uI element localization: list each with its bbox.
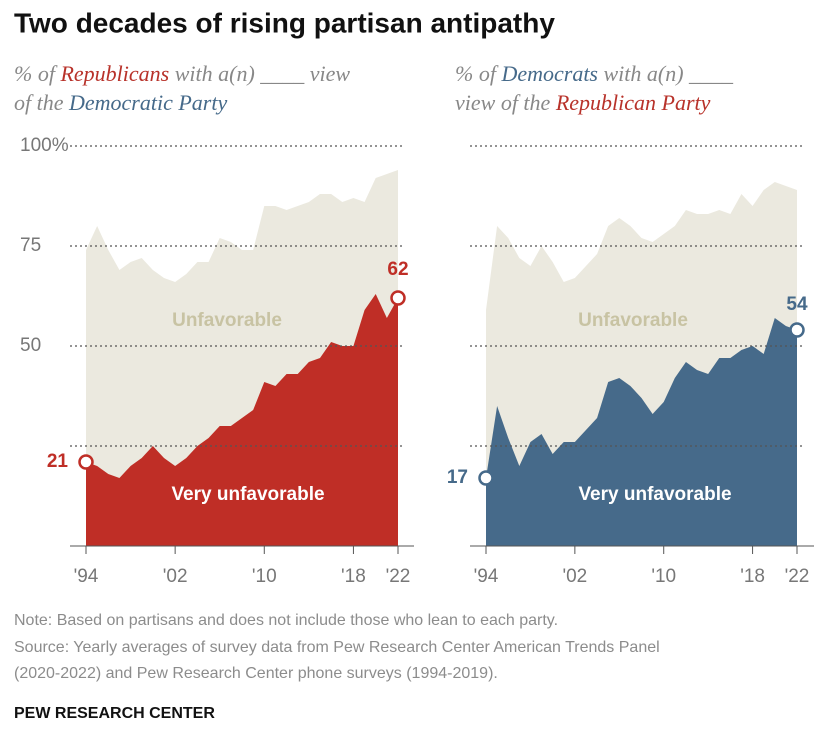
subtitle: view of the Republican Party xyxy=(455,90,711,115)
subtitle-part: with a(n) ____ view xyxy=(169,61,350,86)
series-label: Unfavorable xyxy=(172,310,282,331)
y-tick-label: 75 xyxy=(20,235,41,256)
source: Source: Yearly averages of survey data f… xyxy=(14,639,660,656)
subtitle-part: of the xyxy=(14,90,69,115)
series-label: Very unfavorable xyxy=(578,484,731,505)
subtitle-part: % of xyxy=(14,61,60,86)
x-tick-label: '94 xyxy=(74,566,99,587)
end-marker xyxy=(478,470,494,486)
subtitle-part: Republicans xyxy=(59,61,169,86)
subtitle-part: % of xyxy=(455,61,501,86)
subtitle-part: view of the xyxy=(455,90,556,115)
x-tick-label: '02 xyxy=(562,566,587,587)
y-tick-label: 100% xyxy=(20,135,69,156)
x-tick-label: '18 xyxy=(740,566,765,587)
x-tick-label: '10 xyxy=(651,566,676,587)
subtitle: of the Democratic Party xyxy=(14,90,227,115)
x-tick-label: '22 xyxy=(386,566,411,587)
end-marker xyxy=(78,454,94,470)
value-label: 21 xyxy=(47,451,69,472)
subtitle: % of Republicans with a(n) ____ view xyxy=(14,61,350,86)
value-label: 54 xyxy=(786,294,808,315)
subtitle-part: Democratic Party xyxy=(68,90,227,115)
series-label: Unfavorable xyxy=(578,310,688,331)
x-tick-label: '22 xyxy=(785,566,810,587)
end-marker xyxy=(789,322,805,338)
source: (2020-2022) and Pew Research Center phon… xyxy=(14,665,498,682)
y-tick-label: 50 xyxy=(20,335,41,356)
x-tick-label: '94 xyxy=(474,566,499,587)
subtitle-part: with a(n) ____ xyxy=(598,61,734,86)
area xyxy=(486,318,797,546)
series-label: Very unfavorable xyxy=(171,484,324,505)
value-label: 62 xyxy=(387,259,408,280)
chart-title: Two decades of rising partisan antipathy xyxy=(14,7,555,38)
value-label: 17 xyxy=(447,467,468,488)
x-tick-label: '10 xyxy=(252,566,277,587)
end-marker xyxy=(390,290,406,306)
x-tick-label: '02 xyxy=(163,566,188,587)
subtitle-part: Democrats xyxy=(500,61,598,86)
area xyxy=(86,294,398,546)
note: Note: Based on partisans and does not in… xyxy=(14,612,558,629)
subtitle-part: Republican Party xyxy=(555,90,711,115)
credit: PEW RESEARCH CENTER xyxy=(14,705,215,722)
x-tick-label: '18 xyxy=(341,566,366,587)
subtitle: % of Democrats with a(n) ____ xyxy=(455,61,734,86)
